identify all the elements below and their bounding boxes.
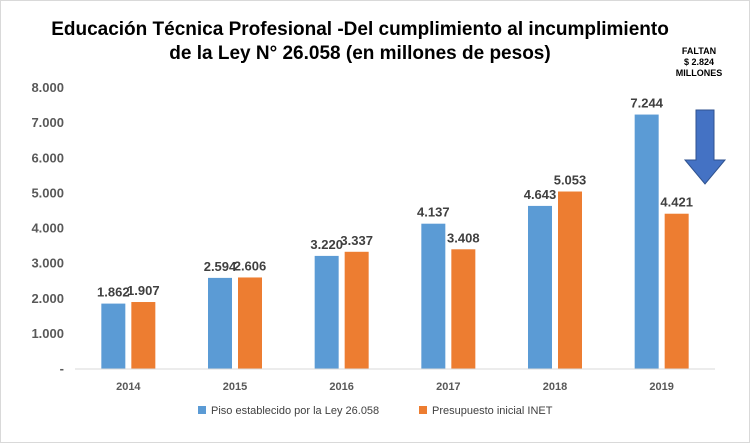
legend: Piso establecido por la Ley 26.058 Presup… <box>198 405 553 417</box>
x-tick-label: 2016 <box>329 381 353 393</box>
data-label: 4.137 <box>417 205 450 220</box>
bar-piso-2018 <box>528 205 552 369</box>
legend-label: Presupuesto inicial INET <box>432 405 553 417</box>
data-label: 2.594 <box>204 259 237 274</box>
y-tick-label: 5.000 <box>31 185 64 200</box>
arrow-shape <box>683 109 727 185</box>
bar-presupuesto-2018 <box>558 191 582 369</box>
bar-presupuesto-2019 <box>664 213 689 369</box>
x-tick-label: 2017 <box>436 381 460 393</box>
legend-swatch <box>419 406 427 414</box>
chart-title-line2: de la Ley N° 26.058 (en millones de peso… <box>169 43 551 64</box>
data-label: 3.408 <box>447 230 480 245</box>
y-tick-label: 8.000 <box>31 80 64 95</box>
data-label: 7.244 <box>630 96 663 111</box>
y-tick-label: 7.000 <box>31 115 64 130</box>
bar-piso-2017 <box>421 223 446 369</box>
bar-piso-2014 <box>101 303 126 369</box>
data-label: 4.643 <box>524 187 557 202</box>
chart-title: Educación Técnica Profesional -Del cumpl… <box>40 18 680 66</box>
y-axis: - 1.000 2.000 3.000 4.000 5.000 6.000 7.000 8.00… <box>31 80 64 376</box>
x-tick-label: 2019 <box>649 381 673 393</box>
down-arrow-icon <box>683 109 727 185</box>
data-label: 3.220 <box>310 237 343 252</box>
bar-presupuesto-2015 <box>238 277 262 369</box>
bar-presupuesto-2017 <box>451 249 476 369</box>
x-tick-label: 2015 <box>223 381 247 393</box>
annotation-line-3: MILLONES <box>675 68 723 78</box>
y-tick-label: 2.000 <box>31 291 64 306</box>
bar-piso-2019 <box>634 114 659 369</box>
bar-piso-2016 <box>314 255 339 369</box>
data-label: 4.421 <box>660 195 693 210</box>
legend-label: Piso establecido por la Ley 26.058 <box>211 405 379 417</box>
x-tick-label: 2014 <box>116 381 141 393</box>
data-label: 3.337 <box>340 233 373 248</box>
bar-presupuesto-2014 <box>131 302 156 369</box>
y-tick-label: 1.000 <box>31 326 64 341</box>
y-tick-label: - <box>60 361 64 376</box>
bar-presupuesto-2016 <box>344 251 369 369</box>
chart-title-line1: Educación Técnica Profesional -Del cumpl… <box>51 19 669 40</box>
shortfall-annotation: FALTAN $ 2.824 MILLONES <box>664 46 734 79</box>
legend-swatch <box>198 406 206 414</box>
bar-piso-2015 <box>208 277 232 369</box>
y-tick-label: 6.000 <box>31 150 64 165</box>
x-tick-label: 2018 <box>543 381 567 393</box>
data-label: 5.053 <box>554 173 587 188</box>
data-label: 2.606 <box>234 258 267 273</box>
y-tick-label: 4.000 <box>31 221 64 236</box>
data-label: 1.862 <box>97 285 130 300</box>
y-tick-label: 3.000 <box>31 256 64 271</box>
data-label: 1.907 <box>127 283 160 298</box>
x-axis: 2014 2015 2016 2017 2018 2019 <box>75 368 715 393</box>
annotation-line-2: $ 2.824 <box>683 57 715 67</box>
annotation-line-1: FALTAN <box>681 46 717 56</box>
